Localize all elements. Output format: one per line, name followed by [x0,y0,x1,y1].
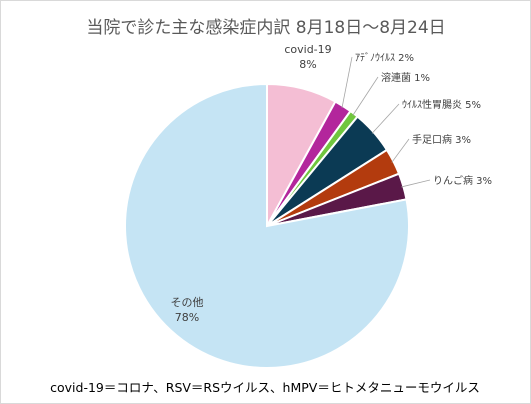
leader-line [352,76,379,116]
leader-line [341,56,353,108]
slice-label: ｳｲﾙｽ性胃腸炎 5% [402,98,481,111]
slice-label-value: 78% [175,311,199,324]
chart-title: 当院で診た主な感染症内訳 8月18日～8月24日 [86,18,445,38]
slice-label: りんご病 3% [433,174,492,187]
slice-label-name: その他 [171,296,204,309]
slice-label-value: 8% [299,58,316,71]
pie-labels: covid-19 8% ｱﾃﾞﾉｳｲﾙｽ 2% 溶連菌 1% ｳｲﾙｽ性胃腸炎 5% 手足… [171,43,493,324]
pie-slice [124,82,410,369]
pie-slices [124,82,410,369]
leader-line [371,103,400,134]
slice-label: 溶連菌 1% [381,71,430,84]
chart-footnote: covid-19＝コロナ、RSV＝RSウイルス、hMPV＝ヒトメタニューモウイル… [50,380,480,395]
slice-label: 手足口病 3% [412,133,471,146]
leader-line [401,179,431,188]
slice-label: ｱﾃﾞﾉｳｲﾙｽ 2% [355,52,414,64]
slice-label-name: covid-19 [284,43,331,56]
leader-line [391,138,410,163]
